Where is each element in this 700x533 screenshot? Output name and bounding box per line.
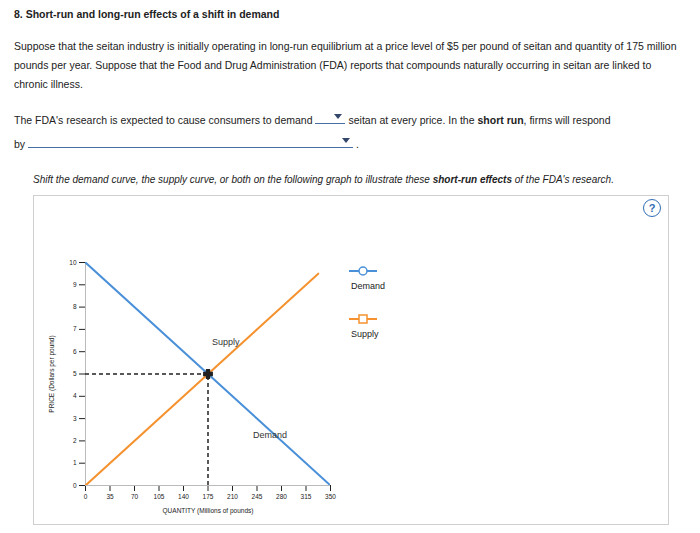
html-text:The FDA's research is expected: The FDA's research is expected to cause …: [14, 114, 313, 126]
svg-text:350: 350: [325, 493, 336, 500]
svg-text:QUANTITY (Millions of pounds): QUANTITY (Millions of pounds): [163, 507, 254, 515]
svg-text:9: 9: [73, 281, 77, 288]
html-text:seitan at every price. In the: seitan at every price. In the short run,…: [14, 114, 611, 150]
html-text:Shift the demand curve, the su: Shift the demand curve, the supply curve…: [33, 174, 614, 185]
svg-text:105: 105: [154, 493, 165, 500]
svg-text:315: 315: [301, 493, 312, 500]
svg-text:6: 6: [73, 348, 77, 355]
svg-text:Demand: Demand: [253, 430, 287, 440]
html-text:Demand: Demand: [351, 281, 385, 291]
svg-text:5: 5: [73, 370, 77, 377]
svg-text:70: 70: [131, 493, 139, 500]
html-text:Supply: Supply: [351, 329, 379, 339]
svg-text:140: 140: [178, 493, 189, 500]
svg-text:280: 280: [276, 493, 287, 500]
svg-text:4: 4: [73, 392, 77, 399]
svg-text:0: 0: [73, 482, 77, 489]
html-text:8. Short-run and long-run effe: 8. Short-run and long-run effects of a s…: [14, 8, 280, 20]
svg-text:3: 3: [73, 415, 77, 422]
svg-text:245: 245: [252, 493, 263, 500]
svg-text:8: 8: [73, 303, 77, 310]
svg-text:PRICE (Dollars per pound): PRICE (Dollars per pound): [48, 335, 56, 412]
svg-text:2: 2: [73, 437, 77, 444]
html-text:Suppose that the seitan indust: Suppose that the seitan industry is init…: [14, 40, 677, 90]
svg-text:35: 35: [106, 493, 114, 500]
svg-text:7: 7: [73, 325, 77, 332]
svg-text:175: 175: [203, 493, 214, 500]
svg-text:Supply: Supply: [212, 337, 240, 347]
svg-text:10: 10: [69, 259, 77, 266]
svg-text:0: 0: [84, 493, 88, 500]
svg-text:210: 210: [227, 493, 238, 500]
svg-text:1: 1: [73, 459, 77, 466]
